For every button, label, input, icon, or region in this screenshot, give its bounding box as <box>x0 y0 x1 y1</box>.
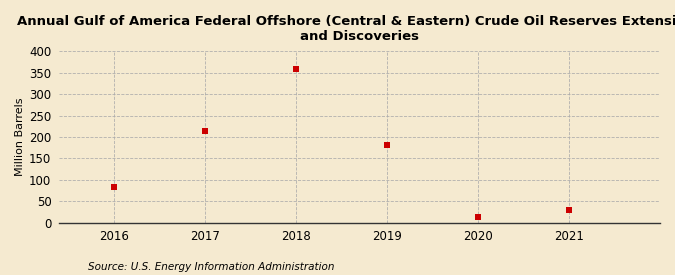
Y-axis label: Million Barrels: Million Barrels <box>15 98 25 176</box>
Text: Source: U.S. Energy Information Administration: Source: U.S. Energy Information Administ… <box>88 262 334 272</box>
Title: Annual Gulf of America Federal Offshore (Central & Eastern) Crude Oil Reserves E: Annual Gulf of America Federal Offshore … <box>16 15 675 43</box>
